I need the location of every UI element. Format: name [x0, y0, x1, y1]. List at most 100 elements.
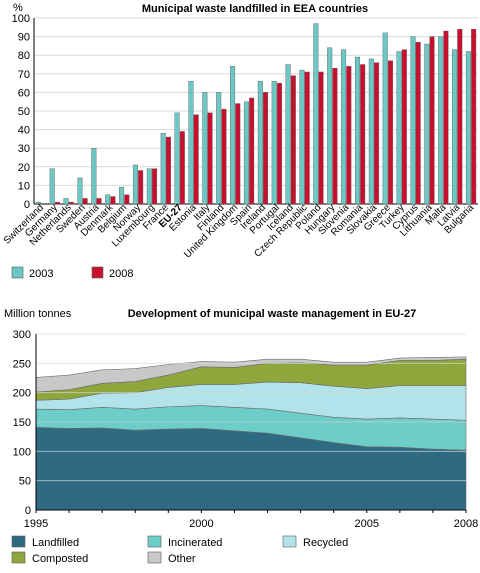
- bar-2003-finland: [216, 92, 222, 205]
- y-tick-label: 50: [18, 106, 30, 118]
- bar-2003-sweden: [77, 177, 83, 205]
- legend-label-composted: Composted: [32, 553, 88, 565]
- x-tick-label: 2008: [454, 518, 478, 530]
- bar-2008-slovakia: [374, 62, 380, 205]
- y-tick-label: 50: [19, 476, 31, 488]
- bar-2008-eu-27: [179, 131, 185, 205]
- x-tick-label: 1995: [24, 518, 48, 530]
- y-tick-label: 40: [18, 125, 30, 137]
- bar-2008-estonia: [193, 114, 199, 205]
- bar-2003-portugal: [271, 81, 277, 205]
- y-tick-label: 150: [13, 417, 31, 429]
- bar-2008-norway: [138, 170, 144, 205]
- bar-2008-cyprus: [415, 41, 421, 205]
- landfill-bar-chart: Municipal waste landfilled in EEA countr…: [2, 2, 478, 280]
- bar-2003-norway: [132, 164, 138, 205]
- y-tick-label: 80: [18, 50, 30, 62]
- legend-swatch-landfilled: [11, 535, 26, 548]
- bar-2003-hungary: [327, 47, 333, 205]
- chart-title: Development of municipal waste managemen…: [128, 308, 417, 320]
- bar-2003-poland: [313, 23, 319, 205]
- bar-2003-italy: [202, 92, 208, 205]
- bar-2003-luxembourg: [146, 168, 152, 205]
- x-tick-label: 2000: [189, 518, 213, 530]
- bar-2008-bulgaria: [471, 28, 477, 205]
- bar-2008-turkey: [401, 49, 407, 205]
- y-tick-label: 20: [18, 162, 30, 174]
- bar-2003-denmark: [105, 194, 111, 205]
- legend-label-other: Other: [168, 553, 196, 565]
- bar-2008-slovenia: [346, 66, 352, 205]
- bar-2008-latvia: [457, 28, 463, 205]
- bar-2003-slovenia: [341, 49, 347, 205]
- y-tick-label: 60: [18, 87, 30, 99]
- bar-2003-netherlands: [63, 198, 69, 205]
- bar-2003-czech-republic: [299, 69, 305, 205]
- y-tick-label: 0: [25, 505, 31, 517]
- bar-2008-czech-republic: [304, 71, 310, 205]
- legend-label-landfilled: Landfilled: [32, 537, 79, 549]
- waste-management-area-chart-svg: Million tonnes Development of municipal …: [4, 308, 478, 565]
- y-tick-label: 100: [13, 446, 31, 458]
- bar-2008-ireland: [263, 92, 269, 205]
- bar-2003-lithuania: [424, 43, 430, 205]
- bar-2003-iceland: [285, 64, 291, 205]
- x-tick-label: 2005: [355, 518, 379, 530]
- bar-2003-france: [160, 133, 166, 205]
- bar-2003-malta: [438, 36, 444, 205]
- y-tick-label: 30: [18, 143, 30, 155]
- legend-swatch-2003: [11, 266, 24, 279]
- legend-swatch-other: [147, 551, 162, 564]
- y-axis-label: Million tonnes: [4, 308, 72, 320]
- bar-2003-latvia: [452, 49, 458, 205]
- y-tick-label: 300: [13, 329, 31, 341]
- bar-2008-finland: [221, 108, 227, 205]
- chart-title: Municipal waste landfilled in EEA countr…: [142, 3, 368, 15]
- legend-label-2008: 2008: [109, 268, 133, 280]
- bar-2008-germany: [54, 201, 60, 205]
- legend-label-2003: 2003: [29, 268, 53, 280]
- bar-2003-germany: [49, 168, 55, 205]
- bar-2008-poland: [318, 71, 324, 205]
- bar-2003-belgium: [119, 187, 125, 205]
- bar-2008-austria: [96, 198, 102, 205]
- bar-2003-austria: [91, 147, 97, 205]
- bar-2008-united-kingdom: [235, 103, 241, 205]
- bar-2003-united-kingdom: [230, 66, 236, 205]
- bar-2008-spain: [249, 97, 255, 205]
- bar-2003-cyprus: [410, 36, 416, 205]
- bar-2003-estonia: [188, 81, 194, 205]
- legend-swatch-incinerated: [147, 535, 162, 548]
- landfill-bar-chart-svg: Municipal waste landfilled in EEA countr…: [2, 2, 478, 280]
- bar-2003-bulgaria: [465, 51, 471, 205]
- y-tick-label: 250: [13, 358, 31, 370]
- bar-2008-romania: [360, 64, 366, 205]
- bar-2008-belgium: [124, 194, 130, 205]
- bar-2008-greece: [387, 60, 393, 205]
- y-tick-label: 10: [18, 180, 30, 192]
- y-tick-label: 200: [13, 388, 31, 400]
- bar-2003-switzerland: [35, 201, 41, 205]
- bar-2003-spain: [243, 101, 249, 205]
- bar-2003-ireland: [257, 81, 263, 205]
- waste-management-area-chart: Million tonnes Development of municipal …: [0, 300, 480, 573]
- bar-2008-portugal: [276, 82, 282, 205]
- bar-2003-slovakia: [368, 58, 374, 205]
- bar-2008-iceland: [290, 75, 296, 205]
- bar-2008-france: [165, 136, 171, 205]
- area-other: [35, 356, 467, 393]
- legend-swatch-recycled: [282, 535, 297, 548]
- bar-2003-greece: [382, 32, 388, 205]
- y-tick-label: 0: [24, 199, 30, 211]
- legend-swatch-2008: [91, 266, 104, 279]
- bar-2008-lithuania: [429, 36, 435, 205]
- bar-2008-italy: [207, 112, 213, 205]
- legend-swatch-composted: [11, 551, 26, 564]
- bar-2003-turkey: [396, 51, 402, 205]
- bar-2003-eu-27: [174, 112, 180, 205]
- bar-2008-netherlands: [68, 201, 74, 205]
- bar-2008-hungary: [332, 68, 338, 205]
- y-axis-label: %: [13, 2, 23, 14]
- y-tick-label: 70: [18, 69, 30, 81]
- bar-2008-luxembourg: [152, 168, 158, 205]
